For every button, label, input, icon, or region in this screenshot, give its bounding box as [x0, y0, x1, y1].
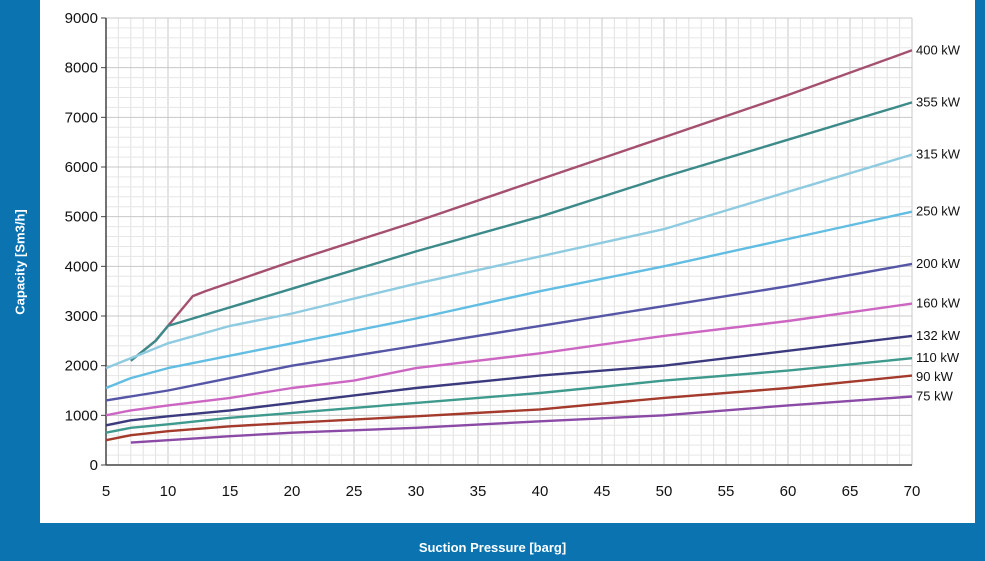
y-tick-label: 2000: [65, 358, 98, 375]
x-tick-label: 70: [904, 483, 921, 500]
x-tick-label: 55: [718, 483, 735, 500]
y-tick-label: 3000: [65, 308, 98, 325]
series-line: [105, 153, 913, 370]
series-lines: [105, 49, 913, 444]
y-tick-label: 5000: [65, 209, 98, 226]
series-label: 110 kW: [916, 350, 960, 365]
chart-canvas: 0 1000 2000 3000 4000 5000 6000 7000 8000 9000 5 10…: [65, 10, 961, 500]
series-line: [105, 357, 913, 434]
y-tick-label: 6000: [65, 159, 98, 176]
tick-labels: 0 1000 2000 3000 4000 5000 6000 7000 8000 9000 5 10…: [65, 10, 921, 500]
x-axis-title: Suction Pressure [barg]: [418, 540, 567, 555]
grid: [105, 17, 913, 466]
x-tick-label: 30: [408, 483, 425, 500]
series-line: [105, 262, 913, 402]
series-line: [105, 210, 913, 390]
x-tick-label: 25: [346, 483, 363, 500]
series-label: 250 kW: [916, 204, 961, 219]
x-tick-label: 50: [656, 483, 673, 500]
series-label: 160 kW: [916, 296, 961, 311]
x-tick-label: 5: [102, 483, 110, 500]
series-label: 400 kW: [916, 42, 961, 57]
series-line: [105, 334, 913, 427]
series-label: 90 kW: [916, 369, 954, 384]
series-label: 132 kW: [916, 328, 961, 343]
y-tick-label: 9000: [65, 10, 98, 27]
series-line: [130, 395, 913, 444]
x-tick-label: 20: [284, 483, 301, 500]
y-axis-title: Capacity [Sm3/h]: [12, 209, 28, 315]
series-label: 200 kW: [916, 256, 961, 271]
series-labels: 400 kW 355 kW 315 kW 250 kW 200 kW 160 kW 132 …: [916, 42, 961, 403]
series-line: [130, 49, 913, 362]
y-tick-label: 8000: [65, 60, 98, 77]
x-tick-label: 10: [160, 483, 177, 500]
series-line: [105, 374, 913, 442]
y-tick-label: 7000: [65, 109, 98, 126]
series-label: 75 kW: [916, 388, 954, 403]
chart-panel: 0 1000 2000 3000 4000 5000 6000 7000 8000 9000 5 10…: [40, 0, 975, 523]
axes: [101, 17, 912, 466]
series-label: 355 kW: [916, 94, 961, 109]
x-tick-label: 15: [222, 483, 239, 500]
series-label: 315 kW: [916, 147, 961, 162]
x-tick-label: 60: [780, 483, 797, 500]
y-tick-label: 1000: [65, 407, 98, 424]
x-tick-label: 45: [594, 483, 611, 500]
series-line: [130, 101, 913, 362]
y-tick-label: 4000: [65, 258, 98, 275]
x-tick-label: 35: [470, 483, 487, 500]
series-line: [105, 302, 913, 417]
x-tick-label: 40: [532, 483, 549, 500]
x-tick-label: 65: [842, 483, 859, 500]
y-tick-label: 0: [90, 457, 98, 474]
